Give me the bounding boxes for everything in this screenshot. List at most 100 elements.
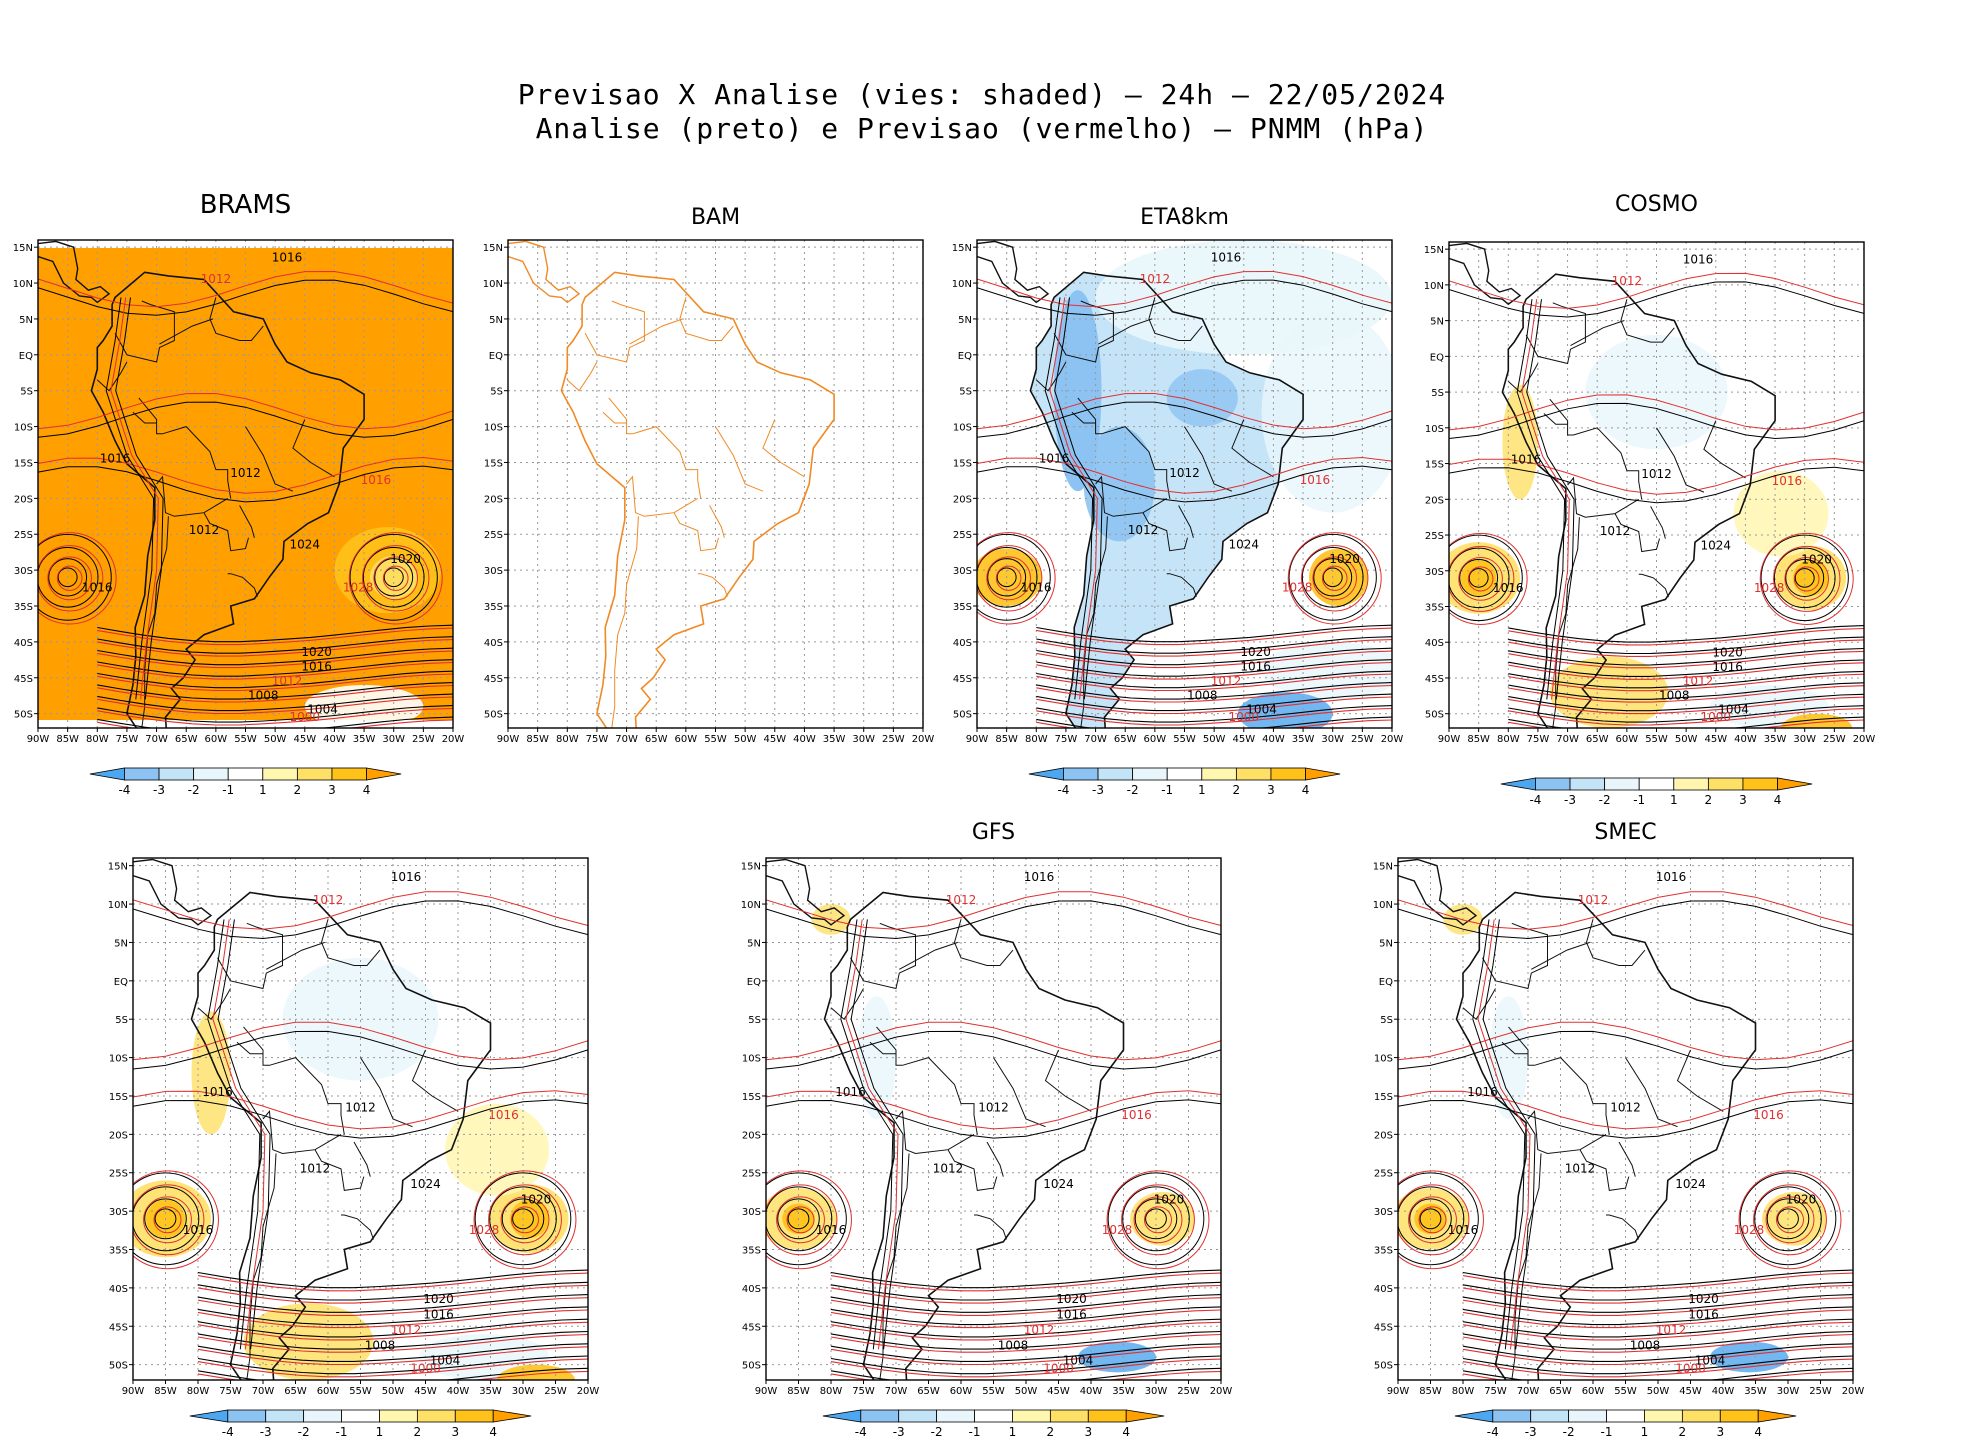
isobar [1036, 682, 1392, 700]
lat-tick-label: 50S [1374, 1361, 1393, 1372]
colorbar-label: 2 [414, 1425, 422, 1436]
isobar [1449, 272, 1864, 309]
lat-tick-label: 10S [953, 423, 972, 434]
isobar [1044, 297, 1094, 700]
lon-tick-label: 30W [852, 734, 875, 745]
lon-tick-label: 50W [734, 734, 757, 745]
isobar [133, 1186, 200, 1252]
isobar [133, 1170, 219, 1270]
lat-tick-label: 15S [953, 458, 972, 469]
colorbar-label: 3 [1716, 1425, 1724, 1436]
isobar [830, 1370, 1221, 1380]
country-border [1511, 1153, 1542, 1380]
isobar-label: 1012 [1169, 466, 1200, 480]
isobar [830, 1346, 1221, 1366]
lon-tick-label: 45W [293, 734, 316, 745]
isobar [1449, 458, 1864, 495]
country-border [1618, 1141, 1636, 1177]
lon-tick-label: 90W [755, 1386, 778, 1397]
isobar-label: 1020 [1801, 553, 1832, 567]
isobar [133, 1030, 588, 1070]
lon-tick-label: 70W [145, 734, 168, 745]
isobar [197, 1294, 588, 1313]
isobar [1462, 1330, 1853, 1350]
country-border [697, 573, 728, 597]
lat-tick-label: 5N [19, 315, 33, 326]
bias-anomaly [1261, 311, 1392, 513]
lon-tick-label: 60W [205, 734, 228, 745]
lon-tick-label: 80W [820, 1386, 843, 1397]
colorbar-label: 2 [294, 783, 302, 797]
lon-tick-label: 55W [982, 1386, 1005, 1397]
lon-tick-label: 40W [447, 1386, 470, 1397]
isobar [1449, 394, 1864, 431]
isobar [47, 556, 92, 601]
colorbar-label: -3 [1092, 783, 1104, 797]
isobar [197, 1281, 588, 1301]
lat-tick-label: 10S [742, 1054, 761, 1065]
lon-tick-label: 60W [675, 734, 698, 745]
country-border [584, 300, 645, 363]
isobar [97, 650, 453, 669]
isobar [197, 1358, 588, 1378]
bias-anomaly [1166, 369, 1238, 427]
lon-tick-label: 20W [1842, 1386, 1865, 1397]
isobar-label: 1016 [82, 581, 113, 595]
isobar [197, 1284, 588, 1304]
isobar [1462, 1284, 1853, 1304]
lon-tick-label: 20W [442, 734, 465, 745]
isobar [977, 532, 1056, 625]
isobar [1775, 1206, 1805, 1234]
isobar [830, 1284, 1221, 1304]
country-border [1543, 413, 1568, 425]
colorbar-swatch [1719, 1409, 1759, 1423]
country-border [879, 1153, 910, 1380]
lat-tick-label: 50S [109, 1361, 128, 1372]
isobar [766, 1021, 1221, 1061]
lon-tick-label: 75W [852, 1386, 875, 1397]
country-border [986, 1141, 1004, 1177]
lat-tick-label: 45S [109, 1322, 128, 1333]
lon-tick-label: 45W [1679, 1386, 1702, 1397]
lon-tick-label: 85W [526, 734, 549, 745]
coastline [190, 891, 492, 1380]
country-border [1567, 476, 1639, 518]
lat-tick-label: 25S [742, 1169, 761, 1180]
isobar [1794, 568, 1815, 588]
lat-tick-label: 40S [953, 638, 972, 649]
lon-tick-label: 65W [645, 734, 668, 745]
lat-tick-label: 30S [14, 566, 33, 577]
lat-tick-label: 10S [14, 423, 33, 434]
bias-anomaly [1309, 548, 1369, 606]
panel-title-1: BAM [690, 205, 741, 230]
isobar [977, 465, 1392, 503]
lat-tick-label: 10N [1424, 281, 1444, 292]
lat-tick-label: 5S [748, 1015, 761, 1026]
lon-tick-label: 85W [995, 734, 1018, 745]
coastline [1501, 273, 1776, 728]
lat-tick-label: 45S [14, 674, 33, 685]
colorbar-label: -1 [1601, 1425, 1613, 1436]
isobar-label: 1012 [946, 893, 977, 907]
isobar-label: 1028 [1754, 581, 1785, 595]
colorbar-label: 1 [1641, 1425, 1649, 1436]
isobar [830, 1333, 1221, 1353]
colorbar-swatch [1492, 1409, 1532, 1423]
isobar [1462, 1343, 1853, 1362]
colorbar-label: 3 [1739, 793, 1747, 807]
isobar [787, 1208, 810, 1230]
isobar [1508, 705, 1864, 723]
isobar [1462, 1346, 1853, 1366]
isobar [1449, 545, 1515, 612]
isobar [207, 919, 261, 1350]
lat-tick-label: 15S [109, 1092, 128, 1103]
isobar-label: 1016 [272, 251, 303, 265]
lat-tick-label: 50S [14, 710, 33, 721]
coastline [38, 240, 111, 304]
colorbar-swatch [1606, 1409, 1645, 1423]
isobar [1036, 696, 1392, 715]
country-border [608, 397, 702, 499]
isobar-label: 1012 [933, 1162, 964, 1176]
lon-tick-label: 90W [966, 734, 989, 745]
isobar [1462, 1370, 1853, 1380]
